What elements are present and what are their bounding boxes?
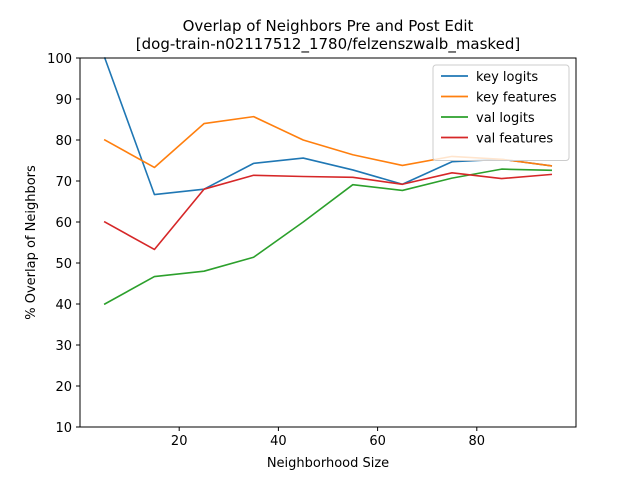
x-axis-ticks: 20 40 60 80	[171, 427, 485, 449]
chart-title-line-1: Overlap of Neighbors Pre and Post Edit	[183, 17, 474, 35]
x-tick-label: 80	[469, 434, 486, 449]
legend-label: val logits	[476, 111, 535, 126]
y-tick-label: 90	[55, 93, 72, 108]
y-axis-ticks: 10 20 30 40 50 60 70 80 90 100	[47, 52, 80, 436]
x-tick-label: 20	[171, 434, 188, 449]
series-line-val-logits	[103, 168, 553, 306]
y-tick-label: 40	[55, 298, 72, 313]
y-tick-label: 60	[55, 216, 72, 231]
legend-label: key logits	[476, 70, 538, 85]
y-tick-label: 70	[55, 175, 72, 190]
legend: key logits key features val logits val feat…	[432, 64, 570, 161]
legend-label: key features	[476, 91, 557, 106]
y-axis-label: % Overlap of Neighbors	[24, 165, 39, 320]
legend-label: val features	[476, 132, 553, 147]
y-tick-label: 100	[47, 52, 72, 67]
series-line-val-features	[103, 172, 553, 251]
x-tick-label: 40	[270, 434, 287, 449]
y-tick-label: 10	[55, 421, 72, 436]
y-tick-label: 50	[55, 257, 72, 272]
x-axis-label: Neighborhood Size	[267, 456, 389, 471]
y-tick-label: 80	[55, 134, 72, 149]
y-tick-label: 30	[55, 339, 72, 354]
chart-title-line-2: [dog-train-n02117512_1780/felzenszwalb_m…	[136, 35, 520, 54]
x-tick-label: 60	[369, 434, 386, 449]
y-tick-label: 20	[55, 380, 72, 395]
plot-frame	[79, 57, 577, 428]
